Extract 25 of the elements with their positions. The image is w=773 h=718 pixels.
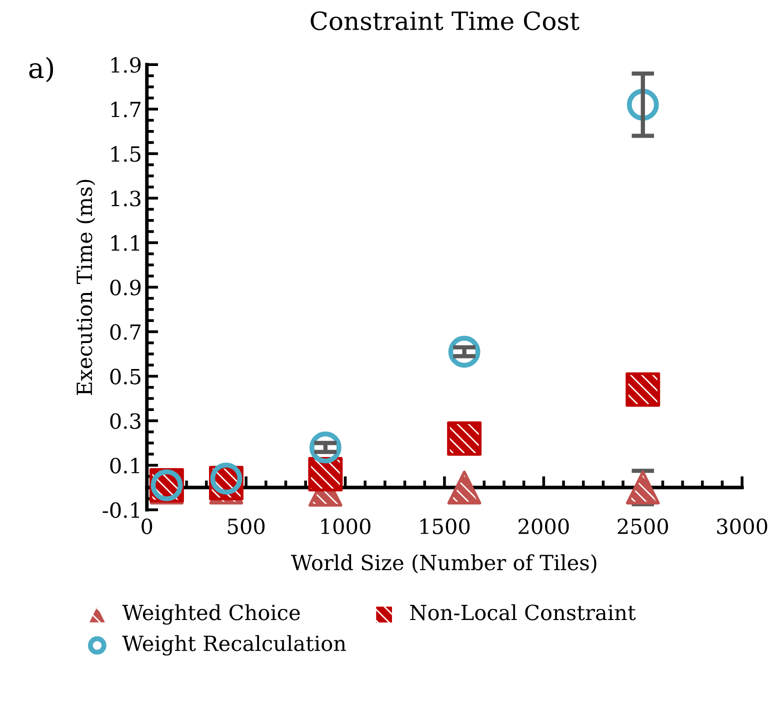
x-tick-label: 500: [228, 518, 265, 534]
y-tick-label: 1.5: [111, 146, 140, 162]
y-tick-label: 1.9: [111, 57, 141, 73]
x-tick-label: 1000: [321, 518, 370, 534]
x-axis-title: World Size (Number of Tiles): [291, 554, 596, 574]
x-tick-label: 2500: [618, 518, 668, 534]
y-tick-label: 1.3: [111, 190, 140, 206]
y-tick-label: 1.7: [111, 102, 141, 118]
y-tick-label: 0.5: [110, 368, 140, 384]
x-tick-label: 1500: [420, 518, 470, 534]
y-tick-label: 0.9: [110, 280, 141, 296]
legend-label: Weighted Choice: [122, 604, 300, 625]
y-tick-label: 0.3: [110, 413, 140, 429]
y-tick-label: -0.1: [102, 502, 140, 518]
x-tick-label: 0: [142, 518, 152, 534]
y-tick-label: 0.1: [110, 458, 140, 474]
text: a): [29, 56, 54, 82]
legend-label: Non-Local Constraint: [410, 604, 636, 620]
chart-title: Constraint Time Cost: [310, 11, 580, 30]
x-tick-label: 2000: [518, 518, 569, 534]
y-axis-title: Execution Time (ms): [76, 180, 96, 396]
y-tick-label: 0.7: [110, 324, 141, 340]
y-tick-label: 1.1: [111, 235, 140, 251]
x-tick-label: 3000: [717, 518, 768, 534]
legend-label: Weight Recalculation: [122, 635, 346, 656]
